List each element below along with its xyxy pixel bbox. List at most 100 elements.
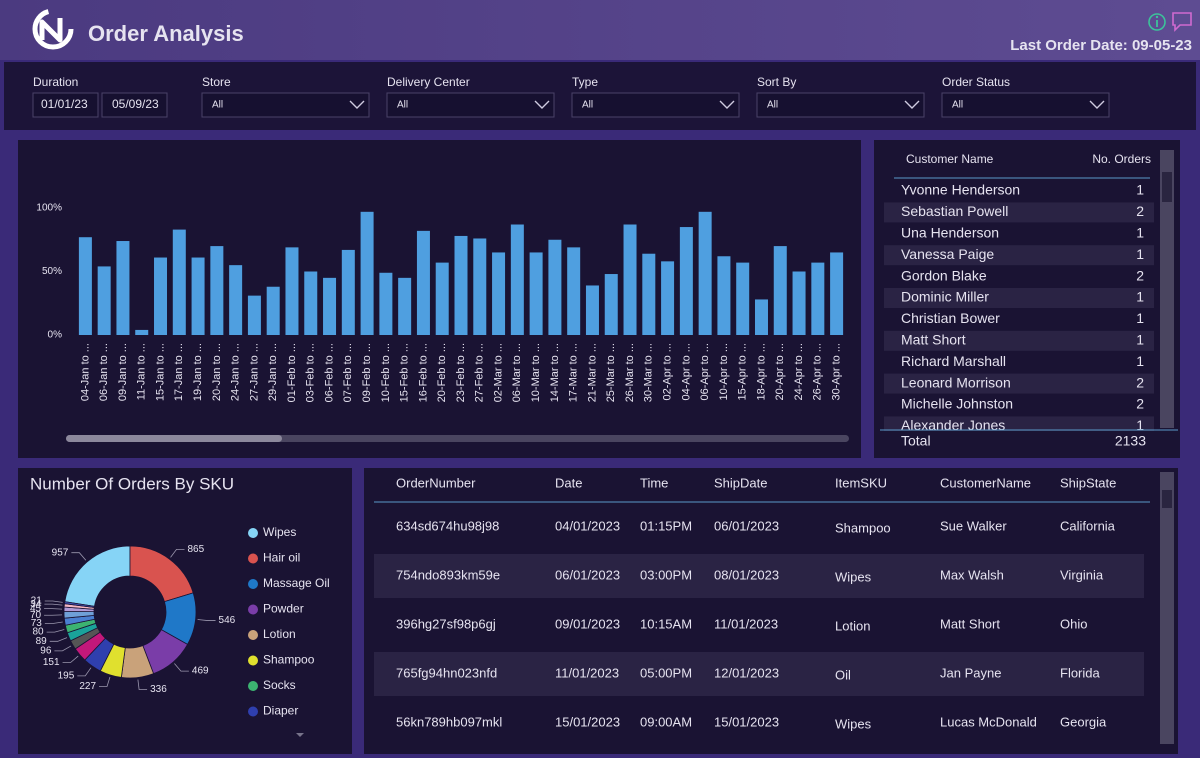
column-header: ShipDate [714, 475, 767, 490]
leader-line [170, 548, 185, 558]
order-count: 1 [1136, 417, 1144, 433]
dropdown-value: All [212, 100, 223, 111]
y-tick-label: 100% [36, 203, 62, 214]
dropdown[interactable] [941, 92, 1110, 118]
leader-line [54, 645, 72, 652]
table-cell: Wipes [835, 569, 872, 584]
legend-label: Diaper [263, 704, 298, 718]
x-tick-label: 09-Jan to ... [117, 343, 129, 401]
dropdown-value: All [582, 100, 593, 111]
customer-name: Michelle Johnston [901, 396, 1013, 412]
customer-name: Dominic Miller [901, 289, 989, 305]
table-cell: Wipes [835, 716, 872, 731]
table-cell: 09/01/2023 [555, 616, 620, 631]
legend-swatch [248, 604, 258, 615]
chevron [1089, 100, 1105, 109]
filter-label: Store [202, 75, 231, 89]
row-stripe [374, 554, 1144, 598]
bar [229, 265, 243, 335]
table-cell: Max Walsh [940, 567, 1004, 582]
table-cell: Florida [1060, 665, 1101, 680]
table-cell: 56kn789hb097mkl [396, 714, 502, 729]
dropdown-value: All [397, 100, 408, 111]
table-mask [876, 431, 1158, 457]
dropdown[interactable] [386, 92, 555, 118]
table-cell: Ohio [1060, 616, 1087, 631]
bar [661, 261, 675, 335]
row-stripe [884, 202, 1154, 223]
x-tick-label: 10-Apr to ... [718, 343, 730, 400]
legend-swatch [248, 630, 258, 640]
dropdown[interactable] [201, 92, 370, 118]
x-tick-label: 17-Jan to ... [173, 343, 185, 401]
x-tick-label: 23-Feb to ... [455, 343, 467, 402]
info-icon[interactable] [1148, 13, 1166, 31]
bar [679, 227, 693, 335]
bar [398, 277, 412, 335]
table-cell: Sue Walker [940, 518, 1007, 533]
x-tick-label: 20-Jan to ... [211, 343, 223, 401]
row-stripe [374, 652, 1144, 696]
date-input[interactable] [101, 92, 168, 118]
scroll-thumb[interactable] [1162, 172, 1172, 202]
table-cell: 08/01/2023 [714, 567, 779, 582]
filter-label: Delivery Center [387, 75, 470, 89]
table-cell: 10:15AM [640, 616, 692, 631]
bar [266, 286, 280, 335]
legend-swatch [248, 553, 258, 564]
dropdown[interactable] [571, 92, 740, 118]
date-input[interactable] [32, 92, 99, 118]
x-tick-label: 15-Feb to ... [399, 343, 411, 402]
column-header: OrderNumber [396, 475, 476, 490]
legend-more[interactable] [296, 733, 304, 737]
table-cell: Virginia [1060, 567, 1104, 582]
logo [32, 8, 74, 50]
filter-label: Sort By [757, 75, 796, 89]
x-tick-label: 06-Feb to ... [323, 343, 335, 402]
filter-label: Order Status [942, 75, 1010, 89]
total-label: Total [901, 433, 931, 449]
x-tick-label: 14-Mar to ... [549, 343, 561, 402]
bar [529, 252, 543, 335]
comment-icon[interactable] [1172, 12, 1192, 32]
chevron [719, 100, 735, 109]
order-count: 1 [1136, 182, 1144, 198]
legend-label: Shampoo [263, 653, 315, 667]
legend-label: Socks [263, 678, 296, 692]
column-header: Time [640, 475, 668, 490]
dropdown[interactable] [756, 92, 925, 118]
leader-line [77, 667, 92, 677]
x-tick-label: 20-Apr to ... [774, 343, 786, 400]
table-cell: Lotion [835, 618, 870, 633]
scroll-thumb[interactable] [1162, 490, 1172, 508]
bar [210, 246, 224, 335]
column-header: No. Orders [1092, 152, 1151, 166]
x-tick-label: 07-Feb to ... [342, 343, 354, 402]
bar [830, 252, 844, 335]
bar [247, 295, 261, 335]
scroll-thumb[interactable] [66, 435, 282, 442]
data-label: 70 [30, 610, 42, 621]
leader-line [197, 619, 216, 621]
x-tick-label: 15-Apr to ... [737, 343, 749, 400]
x-tick-label: 30-Mar to ... [643, 343, 655, 402]
customer-name: Vanessa Paige [901, 246, 994, 262]
x-tick-label: 24-Jan to ... [230, 343, 242, 401]
pie-slice [64, 601, 95, 608]
bar [792, 271, 806, 335]
order-count: 2 [1136, 203, 1144, 219]
bar [379, 272, 393, 335]
data-label: 96 [40, 646, 52, 657]
bar [604, 274, 618, 335]
table-cell: 03:00PM [640, 567, 692, 582]
leader-line [137, 679, 148, 690]
table-cell: 01:15PM [640, 518, 692, 533]
x-tick-label: 19-Jan to ... [192, 343, 204, 401]
leader-line [44, 600, 63, 603]
legend-swatch [248, 528, 258, 538]
leader-line [49, 637, 68, 642]
scroll-track [1160, 150, 1174, 428]
table-cell: 12/01/2023 [714, 665, 779, 680]
scroll-track [1160, 472, 1174, 744]
